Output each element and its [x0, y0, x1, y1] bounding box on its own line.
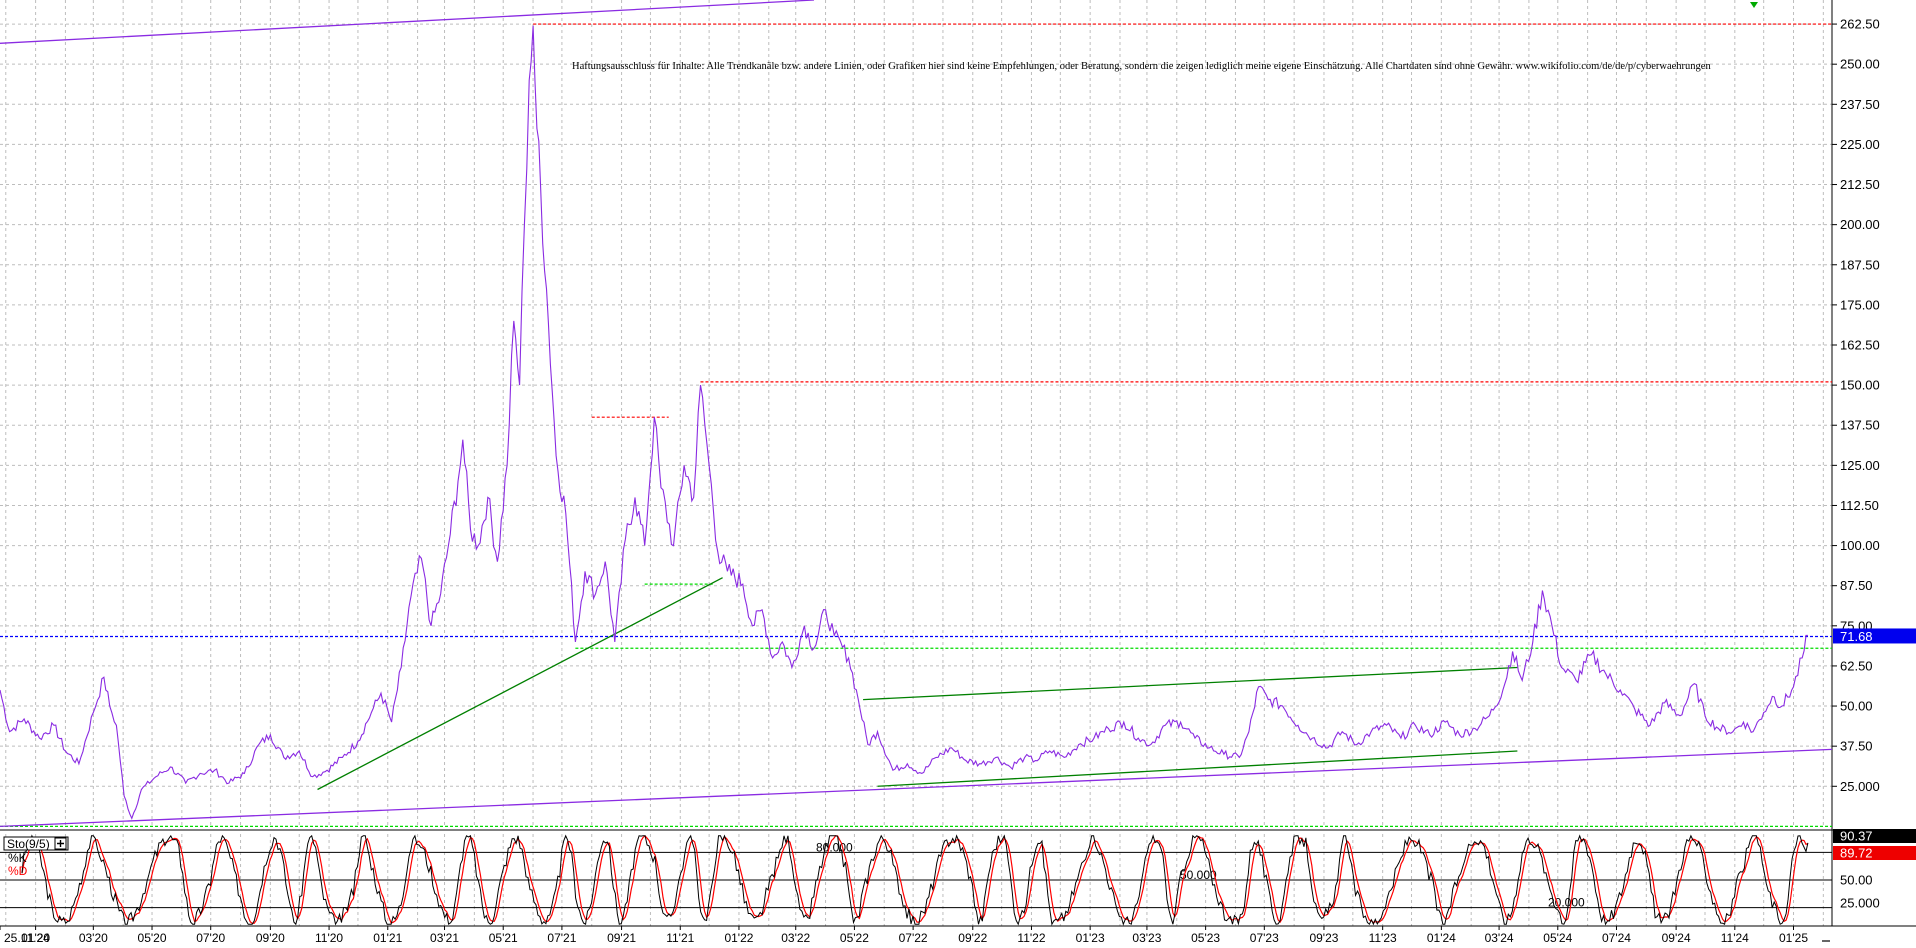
x-tick-label: 07'20 — [196, 931, 225, 945]
y-tick-label: 37.50 — [1840, 739, 1873, 754]
x-tick-label: 07'22 — [899, 931, 928, 945]
x-tick-label: 11'24 — [1721, 931, 1749, 945]
x-tick-label: 03'23 — [1132, 931, 1161, 945]
x-tick-label: 09'20 — [256, 931, 285, 945]
x-tick-label: 07'21 — [547, 931, 576, 945]
trendlines — [0, 0, 1833, 828]
d-last-label: 89.72 — [1840, 846, 1873, 861]
stochastic-y-tick-label: 25.000 — [1840, 896, 1880, 911]
stochastic-panel: 80.000 50.000 20.000 Sto(9/5)%K%D 50.00 25.00… — [0, 829, 1916, 926]
y-tick-label: 175.00 — [1840, 297, 1880, 312]
x-tick-label: 07'23 — [1250, 931, 1279, 945]
y-tick-label: 212.50 — [1840, 177, 1880, 192]
level-label-50: 50.000 — [1180, 868, 1217, 882]
horizontal-lines — [0, 23, 1832, 827]
d-legend: %D — [8, 864, 28, 878]
stochastic-d-line[interactable] — [21, 835, 1809, 924]
x-tick-label: 05'23 — [1191, 931, 1220, 945]
x-tick-label: 25.11.24 — [4, 931, 50, 945]
k-last-label: 90.37 — [1840, 829, 1873, 844]
y-tick-label: 250.00 — [1840, 57, 1880, 72]
x-tick-label: 07'24 — [1602, 931, 1631, 945]
k-last-badge — [1833, 829, 1916, 843]
trendline[interactable] — [863, 666, 1518, 701]
x-tick-label: 05'20 — [138, 931, 167, 945]
last-price-label: 71.68 — [1840, 629, 1873, 644]
x-tick-label: 05'24 — [1543, 931, 1572, 945]
disclaimer-text: Haftungsausschluss für Inhalte: Alle Tre… — [572, 61, 1711, 72]
x-tick-label: 03'20 — [79, 931, 108, 945]
y-tick-label: 25.000 — [1840, 779, 1880, 794]
x-tick-label: 01'24 — [1427, 931, 1456, 945]
y-tick-label: 187.50 — [1840, 257, 1880, 272]
level-label-80: 80.000 — [816, 840, 853, 854]
y-tick-label: 100.00 — [1840, 538, 1880, 553]
x-tick-label: 09'23 — [1309, 931, 1338, 945]
x-tick-label: 09'22 — [958, 931, 987, 945]
x-tick-label: 01'25 — [1779, 931, 1808, 945]
price-series-line[interactable] — [0, 25, 1808, 820]
x-tick-label: 01'20 — [21, 931, 50, 945]
x-tick-label: 03'24 — [1485, 931, 1514, 945]
x-tick-label: 05'22 — [840, 931, 869, 945]
stochastic-y-tick-label: 50.00 — [1840, 873, 1873, 888]
x-tick-label: 09'24 — [1662, 931, 1691, 945]
y-tick-label: 225.00 — [1840, 137, 1880, 152]
stochastic-k-line[interactable] — [21, 834, 1809, 926]
x-tick-label: 05'21 — [489, 931, 518, 945]
indicator-label-box[interactable]: Sto(9/5) — [3, 836, 69, 851]
x-tick-label: 11'22 — [1017, 931, 1045, 945]
trendline[interactable] — [0, 0, 815, 44]
y-tick-label: 237.50 — [1840, 97, 1880, 112]
trendline[interactable] — [877, 750, 1518, 787]
y-tick-label: 162.50 — [1840, 338, 1880, 353]
y-tick-label: 62.50 — [1840, 658, 1873, 673]
x-tick-label: 01'21 — [373, 931, 402, 945]
trendline[interactable] — [317, 577, 723, 791]
plus-icon — [57, 840, 64, 847]
indicator-label-frame — [3, 836, 69, 851]
x-tick-label: 11'21 — [666, 931, 694, 945]
k-legend: %K — [8, 851, 27, 865]
x-tick-label: 11'20 — [315, 931, 343, 945]
y-tick-label: 125.00 — [1840, 458, 1880, 473]
y-tick-label: 112.50 — [1840, 498, 1879, 513]
d-last-badge — [1833, 846, 1916, 860]
price-y-ticks: 262.50 250.00 237.50 225.00 212.50 200.00 187.… — [1832, 17, 1880, 794]
y-tick-label: 150.00 — [1840, 378, 1880, 393]
green-marker-icon — [1750, 2, 1758, 8]
x-tick-label: 09'21 — [607, 931, 636, 945]
y-tick-label: 50.00 — [1840, 699, 1873, 714]
x-tick-label: 03'22 — [781, 931, 810, 945]
x-tick-label: 11'23 — [1369, 931, 1397, 945]
y-tick-label: 87.50 — [1840, 578, 1873, 593]
y-tick-label: 200.00 — [1840, 217, 1880, 232]
y-axis-background — [1832, 0, 1916, 948]
level-label-20: 20.000 — [1548, 896, 1585, 910]
x-tick-label: 01'22 — [724, 931, 753, 945]
price-grid — [0, 0, 1832, 926]
y-tick-label: 137.50 — [1840, 418, 1880, 433]
last-price-badge — [1833, 628, 1916, 644]
indicator-label: Sto(9/5) — [7, 837, 50, 851]
x-tick-label: 01'23 — [1076, 931, 1105, 945]
trendline[interactable] — [0, 748, 1833, 828]
x-tick-label: 03'21 — [430, 931, 459, 945]
y-tick-label: 262.50 — [1840, 17, 1880, 32]
